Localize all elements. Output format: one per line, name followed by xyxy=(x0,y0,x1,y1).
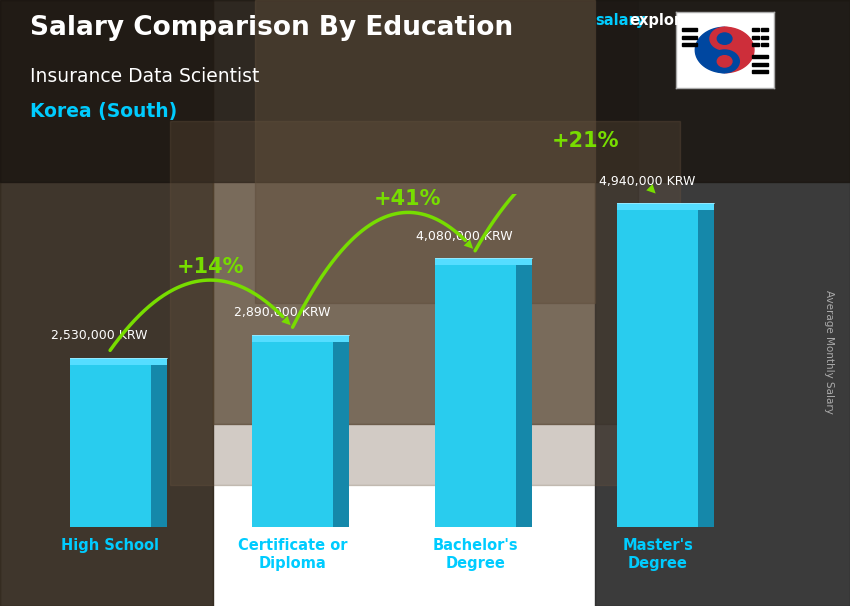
Bar xyxy=(70,365,150,527)
Text: Average Monthly Salary: Average Monthly Salary xyxy=(824,290,834,413)
Polygon shape xyxy=(695,27,724,73)
Bar xyxy=(0,0,212,606)
Polygon shape xyxy=(617,203,714,210)
Text: +14%: +14% xyxy=(177,257,244,277)
Bar xyxy=(170,121,680,485)
Text: 4,080,000 KRW: 4,080,000 KRW xyxy=(416,230,513,243)
Circle shape xyxy=(710,27,740,50)
Bar xyxy=(252,342,333,527)
Text: +21%: +21% xyxy=(552,131,619,151)
Bar xyxy=(595,0,850,606)
Bar xyxy=(682,36,697,39)
Bar xyxy=(255,0,595,303)
Polygon shape xyxy=(698,210,714,527)
Bar xyxy=(761,43,768,46)
Text: 4,940,000 KRW: 4,940,000 KRW xyxy=(598,175,695,188)
Bar xyxy=(212,0,638,424)
Text: 2,890,000 KRW: 2,890,000 KRW xyxy=(234,306,330,319)
Polygon shape xyxy=(333,342,349,527)
Bar xyxy=(752,28,759,31)
Text: Insurance Data Scientist: Insurance Data Scientist xyxy=(30,67,259,85)
Text: salary: salary xyxy=(595,13,645,28)
Bar xyxy=(682,43,697,46)
Bar xyxy=(752,70,768,73)
Polygon shape xyxy=(150,365,167,527)
Bar xyxy=(761,36,768,39)
Text: Korea (South): Korea (South) xyxy=(30,102,177,121)
Circle shape xyxy=(717,56,732,67)
Text: .com: .com xyxy=(680,13,719,28)
Bar xyxy=(752,63,768,66)
Text: +41%: +41% xyxy=(374,189,441,209)
Polygon shape xyxy=(434,258,532,265)
Polygon shape xyxy=(724,27,754,73)
Text: Salary Comparison By Education: Salary Comparison By Education xyxy=(30,15,513,41)
Bar xyxy=(752,43,759,46)
Polygon shape xyxy=(516,265,532,527)
Polygon shape xyxy=(252,335,349,342)
Bar xyxy=(761,28,768,31)
Text: explorer: explorer xyxy=(630,13,700,28)
Bar xyxy=(752,55,768,58)
Bar xyxy=(752,36,759,39)
Bar xyxy=(682,28,697,31)
Text: 2,530,000 KRW: 2,530,000 KRW xyxy=(51,330,148,342)
Polygon shape xyxy=(70,358,167,365)
Bar xyxy=(617,210,698,527)
Bar xyxy=(0,0,850,182)
Circle shape xyxy=(710,50,740,73)
Bar xyxy=(434,265,516,527)
Circle shape xyxy=(717,33,732,44)
